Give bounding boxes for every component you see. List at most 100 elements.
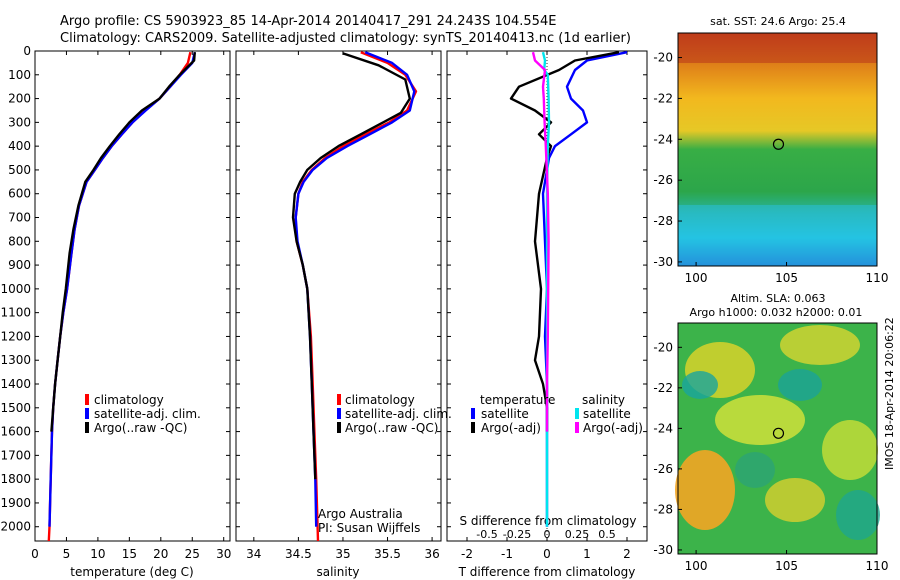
- difference-legend: temperature satellite Argo(-adj) salinit…: [471, 393, 643, 435]
- depth-tick-label: 0: [23, 44, 31, 58]
- argo-location-marker: [772, 427, 785, 439]
- legend-title-temperature: temperature: [480, 393, 555, 407]
- map-x-tick-label: 110: [866, 271, 889, 285]
- salinity-series: [291, 51, 418, 541]
- map-y-tick-label: -22: [653, 91, 673, 105]
- depth-tick-label: 1300: [0, 353, 31, 367]
- depth-tick-label: 1500: [0, 401, 31, 415]
- legend-label: Argo(-adj): [583, 421, 643, 435]
- legend-label: satellite-adj. clim.: [94, 407, 201, 421]
- sla-blob: [675, 450, 735, 530]
- legend-label: Argo(..raw -QC): [94, 421, 187, 435]
- map-x-tick-label: 110: [866, 559, 889, 573]
- x-tick-label: 34.5: [285, 547, 312, 561]
- difference-series: [509, 51, 628, 527]
- depth-tick-label: 1700: [0, 448, 31, 462]
- depth-tick-label: 1400: [0, 377, 31, 391]
- temperature-xlabel: temperature (deg C): [70, 565, 193, 579]
- sla-map-subtitle: Argo h1000: 0.032 h2000: 0.01: [690, 306, 863, 319]
- map-x-tick-label: 105: [775, 271, 798, 285]
- x-tick-label: 35.5: [374, 547, 401, 561]
- series-line-climatology: [47, 51, 192, 541]
- depth-tick-label: 500: [8, 163, 31, 177]
- header-line-1: Argo profile: CS 5903923_85 14-Apr-2014 …: [60, 14, 556, 29]
- map-y-tick-label: -28: [653, 502, 673, 516]
- temperature-panel-frame: [34, 50, 231, 542]
- depth-tick-label: 100: [8, 68, 31, 82]
- salinity-depth-ticks: [236, 50, 441, 528]
- depth-tick-label: 700: [8, 211, 31, 225]
- depth-tick-label: 200: [8, 92, 31, 106]
- sla-map-frame: [677, 322, 878, 555]
- temperature-legend: climatology satellite-adj. clim. Argo(..…: [85, 393, 201, 435]
- map-y-tick-label: -24: [653, 132, 673, 146]
- legend-label: satellite: [481, 407, 529, 421]
- map-x-tick-label: 105: [775, 559, 798, 573]
- x-tick-label: 1: [583, 547, 591, 561]
- map-y-tick-label: -28: [653, 214, 673, 228]
- salinity-x-axis: 34 34.5 35 35.5 36: [246, 51, 440, 561]
- map-y-tick-label: -20: [653, 51, 673, 65]
- legend-swatch-t-satellite: [471, 408, 475, 419]
- x-tick-label: 0: [543, 547, 551, 561]
- top-tick-label: -0.25: [503, 528, 531, 541]
- x-tick-label: 35: [335, 547, 350, 561]
- legend-label: satellite-adj. clim.: [345, 407, 452, 421]
- legend-label: climatology: [345, 393, 415, 407]
- x-tick-label: 20: [153, 547, 168, 561]
- x-tick-label: -1: [501, 547, 513, 561]
- map-y-tick-label: -20: [653, 340, 673, 354]
- difference-xlabel: T difference from climatology: [458, 565, 636, 579]
- depth-tick-label: 1800: [0, 472, 31, 486]
- argo-australia-label: Argo Australia: [318, 507, 403, 521]
- legend-swatch-t-argo: [471, 422, 475, 433]
- difference-top-axis: -0.5 -0.25 0 0.25 0.5: [476, 528, 615, 541]
- depth-tick-label: 800: [8, 234, 31, 248]
- sla-blob: [836, 490, 880, 540]
- x-tick-label: 5: [63, 547, 71, 561]
- legend-swatch-s-satellite: [575, 408, 579, 419]
- legend-label: Argo(..raw -QC): [345, 421, 438, 435]
- depth-tick-label: 400: [8, 139, 31, 153]
- depth-tick-label: 1200: [0, 329, 31, 343]
- top-tick-label: 0.25: [565, 528, 590, 541]
- salinity-panel-frame: [235, 50, 442, 542]
- series-line-salinity-argo-adj-: [531, 51, 550, 432]
- series-line-argo-raw-qc-: [291, 52, 411, 480]
- legend-swatch-s-argo: [575, 422, 579, 433]
- legend-label: Argo(-adj): [481, 421, 541, 435]
- temperature-series: [47, 51, 196, 541]
- pi-label: PI: Susan Wijffels: [318, 521, 420, 535]
- legend-swatch-argo: [85, 422, 89, 433]
- legend-swatch-satellite: [337, 408, 341, 419]
- series-line-satellite-adj-clim-: [48, 51, 196, 527]
- depth-tick-label: 600: [8, 187, 31, 201]
- legend-label: satellite: [583, 407, 631, 421]
- map-x-tick-label: 100: [685, 559, 708, 573]
- difference-depth-ticks: [447, 50, 647, 528]
- depth-axis: 0 100 200 300 400 500 600 700 800 900 1000 1100 1200…: [0, 44, 230, 534]
- top-tick-label: -0.5: [476, 528, 497, 541]
- header-line-2: Climatology: CARS2009. Satellite-adjuste…: [60, 31, 631, 46]
- sla-blob: [822, 420, 878, 480]
- map-y-tick-label: -26: [653, 462, 673, 476]
- depth-tick-label: 2000: [0, 520, 31, 534]
- sla-map: [675, 322, 880, 555]
- depth-tick-label: 1600: [0, 425, 31, 439]
- sst-map-title: sat. SST: 24.6 Argo: 25.4: [710, 15, 846, 28]
- x-tick-label: -2: [461, 547, 473, 561]
- sst-cool-band: [678, 205, 877, 266]
- x-tick-label: 0: [31, 547, 39, 561]
- depth-tick-label: 1900: [0, 496, 31, 510]
- sla-map-axes: 100 105 110 -20 -22 -24 -26 -28 -30: [653, 340, 888, 573]
- sla-blob: [765, 478, 825, 522]
- depth-tick-label: 1100: [0, 306, 31, 320]
- x-tick-label: 25: [185, 547, 200, 561]
- legend-swatch-climatology: [337, 394, 341, 405]
- legend-swatch-climatology: [85, 394, 89, 405]
- sla-blob: [735, 452, 775, 488]
- x-tick-label: 34: [246, 547, 261, 561]
- temperature-x-axis: 0 5 10 15 20 25 30: [31, 51, 231, 561]
- difference-x-axis: -2 -1 0 1 2: [461, 51, 631, 561]
- legend-swatch-argo: [337, 422, 341, 433]
